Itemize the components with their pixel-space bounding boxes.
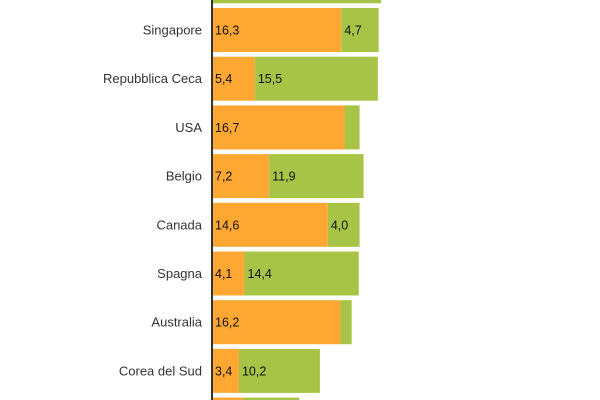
- data-label-canada-series-1: 14,6: [215, 218, 239, 232]
- bar-segment-canada-series-2: [327, 202, 360, 247]
- bar-partial-top: [212, 0, 382, 4]
- category-label-canada: Canada: [156, 217, 202, 232]
- bar-segment-usa-series-1: [212, 105, 345, 150]
- data-label-spagna-series-2: 14,4: [248, 267, 272, 281]
- labels-group: 16,3 4,7 Singapore 5,4 15,5 Repubblica Ceca 16…: [103, 23, 362, 379]
- bar-segment-corea-del-sud-series-2: [238, 348, 320, 393]
- bar-partial-bottom-series-2: [242, 397, 300, 400]
- bar-partial-bottom-series-1: [212, 397, 243, 400]
- data-label-belgio-series-2: 11,9: [272, 170, 295, 184]
- data-label-australia-series-1: 16,2: [215, 316, 239, 330]
- bar-segment-australia-series-2: [340, 300, 352, 345]
- bar-segment-usa-series-2: [344, 105, 360, 150]
- bar-segment-repubblica-ceca-series-1: [212, 56, 255, 101]
- data-label-corea-del-sud-series-1: 3,4: [215, 364, 232, 378]
- bar-segment-singapore-series-1: [212, 8, 342, 52]
- data-label-repubblica-ceca-series-1: 5,4: [215, 72, 232, 86]
- category-label-singapore: Singapore: [143, 23, 202, 38]
- bar-segment-spagna-series-1: [212, 251, 245, 296]
- category-label-usa: USA: [175, 120, 202, 135]
- data-label-canada-series-2: 4,0: [331, 218, 348, 232]
- category-label-australia: Australia: [151, 315, 202, 330]
- bars-group: [212, 0, 382, 400]
- bar-segment-corea-del-sud-series-1: [212, 348, 239, 393]
- bar-segment-repubblica-ceca-series-2: [254, 56, 378, 101]
- bar-segment-canada-series-1: [212, 202, 328, 247]
- data-label-repubblica-ceca-series-2: 15,5: [258, 72, 282, 86]
- category-label-repubblica-ceca: Repubblica Ceca: [103, 71, 203, 86]
- data-label-singapore-series-1: 16,3: [215, 24, 239, 38]
- bar-segment-australia-series-1: [212, 300, 341, 345]
- category-label-belgio: Belgio: [166, 169, 202, 184]
- data-label-singapore-series-2: 4,7: [344, 24, 361, 38]
- category-label-spagna: Spagna: [157, 266, 203, 281]
- data-label-usa-series-1: 16,7: [215, 121, 239, 135]
- data-label-corea-del-sud-series-2: 10,2: [242, 364, 266, 378]
- bar-segment-spagna-series-2: [244, 251, 359, 296]
- category-label-corea-del-sud: Corea del Sud: [119, 363, 202, 378]
- bar-segment-singapore-series-2: [341, 8, 379, 52]
- bar-segment-belgio-series-1: [212, 154, 270, 199]
- data-label-belgio-series-1: 7,2: [215, 170, 232, 184]
- bar-segment-belgio-series-2: [269, 154, 364, 199]
- data-label-spagna-series-1: 4,1: [215, 267, 232, 281]
